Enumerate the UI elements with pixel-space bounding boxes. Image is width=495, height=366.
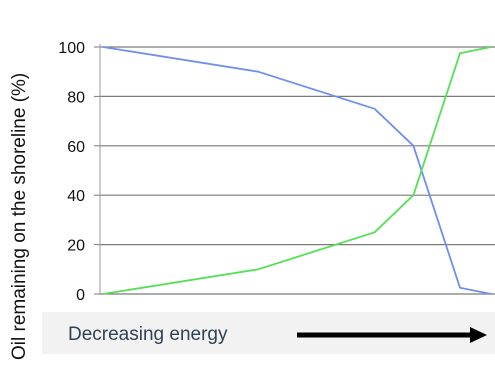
energy-label: Decreasing energy (68, 324, 228, 345)
series-line-1 (102, 46, 492, 295)
series-line-2 (102, 46, 492, 295)
y-axis-label: Oil remaining on the shoreline (%) (9, 73, 30, 360)
y-tick-label-20: 20 (67, 238, 85, 255)
y-tick-label-40: 40 (67, 188, 85, 205)
plot-area (100, 36, 495, 294)
y-tick-labels: 0 20 40 60 80 100 (58, 40, 85, 304)
series-lines (102, 46, 492, 295)
y-tick-label-0: 0 (76, 287, 85, 304)
energy-arrow-head (470, 327, 487, 343)
y-tick-label-60: 60 (67, 139, 85, 156)
y-tick-label-80: 80 (67, 89, 85, 106)
y-tick-label-100: 100 (58, 40, 85, 57)
